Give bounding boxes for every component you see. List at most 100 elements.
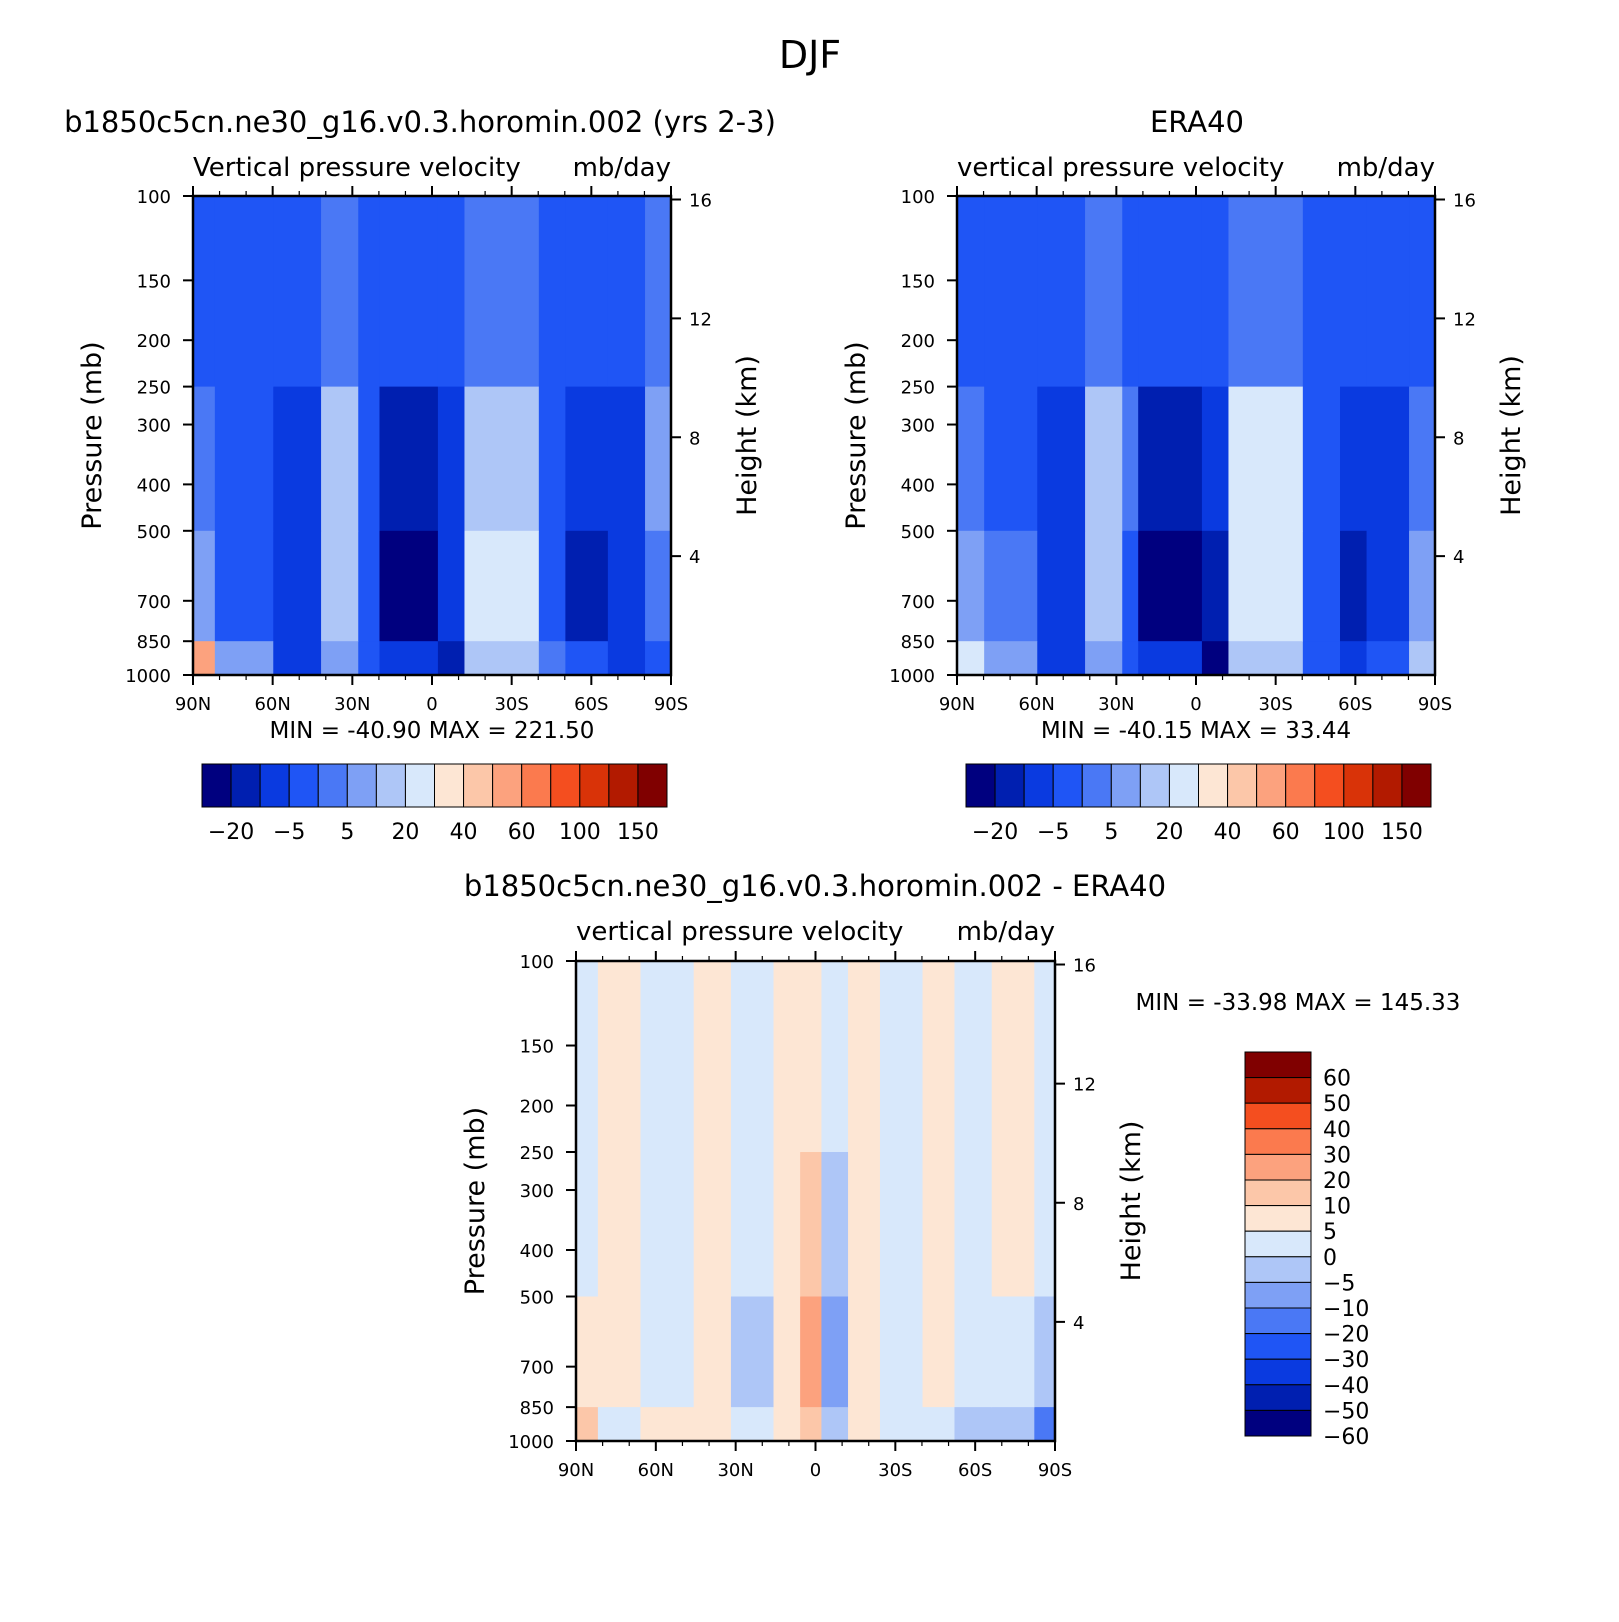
contour-cell [693,1152,731,1298]
contour-cell [953,961,992,1153]
contour-cell [1408,386,1436,532]
contour-cell [957,530,985,642]
y-tick-label: 400 [901,475,935,496]
y-tick-label: 400 [520,1241,554,1262]
colorbar-swatch [965,763,996,808]
contour-cell [1302,196,1340,388]
colorbar-label: −60 [1323,1425,1369,1450]
y2-tick-label: 4 [1453,547,1464,568]
y2-tick-label: 16 [689,191,712,212]
panel-subtitle-left: vertical pressure velocity [957,153,1284,183]
panels-group: b1850c5cn.ne30_g16.v0.3.horomin.002 (yrs… [64,105,1527,1481]
contour-cell [1408,641,1436,676]
y2-tick-label: 16 [1453,191,1476,212]
x-tick-label: 90N [939,694,975,715]
colorbar-swatch [1168,763,1199,808]
contour-cell [214,530,274,642]
y2-tick-label: 12 [1453,309,1476,330]
y2-tick-label: 4 [1073,1313,1084,1334]
y-tick-label: 400 [137,475,171,496]
x-tick-label: 90S [1418,694,1452,715]
y-tick-label: 700 [137,592,171,613]
contour-cell [597,1296,641,1408]
y-tick-label: 850 [520,1398,554,1419]
contour-cell [772,1407,801,1442]
contour-cell [820,1296,849,1408]
colorbar-swatch [1343,763,1374,808]
colorbar-label: 100 [559,820,601,845]
contour-cell [1201,196,1229,388]
contour-cell [1121,386,1139,532]
contour-cell [538,641,566,676]
colorbar-swatch [1244,1230,1312,1258]
y2-tick-label: 12 [689,309,712,330]
contour-cell [1201,530,1229,642]
contour-cell [820,961,849,1153]
contour-cell [1201,386,1229,532]
contour-cell [991,1296,1035,1408]
colorbar-swatch [434,763,465,808]
y2-axis-label: Height (km) [732,355,763,516]
y-tick-label: 150 [137,271,171,292]
colorbar-swatch [1081,763,1112,808]
y-tick-label: 300 [137,416,171,437]
contour-cell [576,1152,598,1298]
colorbar-label: 150 [617,820,659,845]
colorbar-swatch [1023,763,1054,808]
colorbar-label: −5 [273,820,305,845]
colorbar-swatch [1244,1051,1312,1079]
colorbar: −20 −5 5 20 40 60 100 150 [201,763,668,845]
x-tick-label: 60N [638,1460,674,1481]
panel-subtitle-right: mb/day [573,153,671,183]
contour-cell [437,386,465,532]
colorbar-swatch [1227,763,1258,808]
contour-cell [1339,386,1367,532]
contour-cell [983,196,1038,388]
colorbar-swatch [1244,1307,1312,1335]
contour-cell [607,386,646,532]
colorbar-label: −5 [1323,1271,1355,1296]
contour-cell [1033,961,1056,1153]
contour-cell [320,530,359,642]
contour-cell [639,1407,694,1442]
y2-tick-label: 8 [689,428,700,449]
contour-cell [693,1296,731,1408]
contour-cell [730,1296,774,1408]
colorbar-label: 40 [1214,820,1242,845]
stats-text: MIN = -33.98 MAX = 145.33 [1136,990,1461,1016]
colorbar-label: −50 [1323,1399,1369,1424]
y-tick-label: 500 [520,1288,554,1309]
contour-cell [463,196,539,388]
contour-cell [1365,386,1410,532]
colorbar-swatch [1110,763,1141,808]
contour-cell [214,386,274,532]
colorbar-swatch [1139,763,1170,808]
y-tick-label: 100 [137,187,171,208]
colorbar-swatch [1244,1153,1312,1181]
contour-cell [1339,530,1367,642]
y-tick-label: 300 [901,416,935,437]
contour-cell [564,196,608,388]
contour-cell [1036,530,1086,642]
stats-text: MIN = -40.90 MAX = 221.50 [270,718,595,744]
contour-cell [538,196,566,388]
contour-cell [1137,196,1202,388]
contour-cell [799,1152,822,1298]
contour-cell [1227,641,1303,676]
colorbar-label: −5 [1037,820,1069,845]
y-tick-label: 1000 [125,666,171,687]
colorbar-label: 20 [391,820,419,845]
colorbar-label: 40 [450,820,478,845]
contour-cell [320,386,359,532]
panel-subtitle-right: mb/day [1337,153,1435,183]
panel-3: b1850c5cn.ne30_g16.v0.3.horomin.002 - ER… [460,869,1460,1481]
contour-cell [957,641,985,676]
contour-cell [693,961,731,1153]
contour-cell [921,1152,955,1298]
y2-axis-label: Height (km) [1116,1121,1147,1282]
colorbar-label: −40 [1323,1374,1369,1399]
contour-cell [847,1407,880,1442]
contour-cell [437,530,465,642]
panel-2: ERA40 vertical pressure velocity mb/day 90N… [841,105,1527,845]
y-tick-label: 200 [137,331,171,352]
